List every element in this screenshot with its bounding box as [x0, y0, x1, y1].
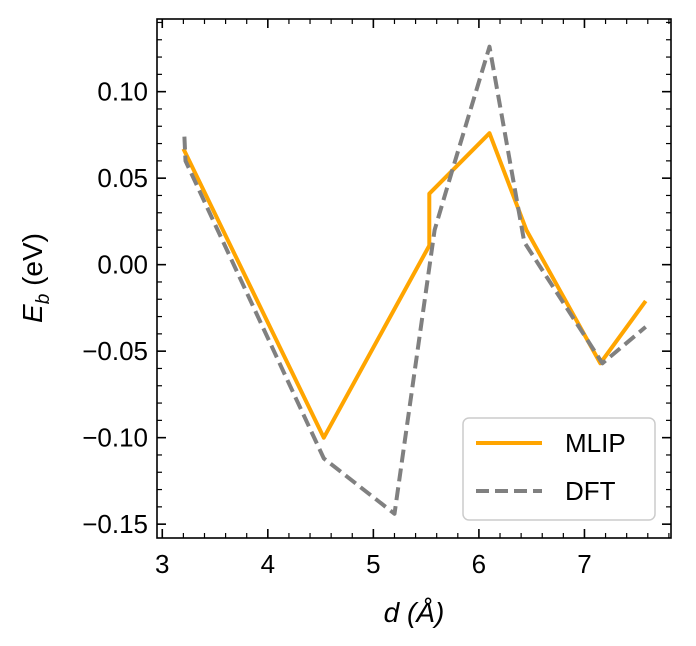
series-dft-line: [182, 44, 647, 516]
x-tick-label: 6: [472, 549, 486, 579]
legend-mlip-label: MLIP: [565, 428, 626, 458]
y-tick-label: 0.05: [97, 163, 148, 193]
y-axis-label: Eb (eV): [17, 233, 54, 323]
tick-labels: 3 4 5 6 7 −0.15 −0.10 −0.05 0.00 0.05 0.10: [82, 77, 591, 579]
y-tick-label: −0.10: [82, 423, 148, 453]
legend: MLIP DFT: [462, 417, 656, 521]
x-axis-label: d (Å): [384, 597, 445, 628]
series-lines: [181, 44, 648, 516]
y-tick-label: 0.00: [97, 250, 148, 280]
y-tick-label: −0.15: [82, 509, 148, 539]
x-tick-label: 3: [155, 549, 169, 579]
x-tick-label: 5: [366, 549, 380, 579]
plot-frame: [156, 18, 672, 539]
y-tick-label: 0.10: [97, 77, 148, 107]
axis-ticks: [157, 19, 671, 538]
x-tick-label: 4: [261, 549, 275, 579]
y-tick-label: −0.05: [82, 336, 148, 366]
series-mlip-line: [181, 131, 648, 440]
legend-dft-label: DFT: [565, 476, 616, 506]
legend-box: [462, 417, 656, 521]
x-tick-label: 7: [577, 549, 591, 579]
